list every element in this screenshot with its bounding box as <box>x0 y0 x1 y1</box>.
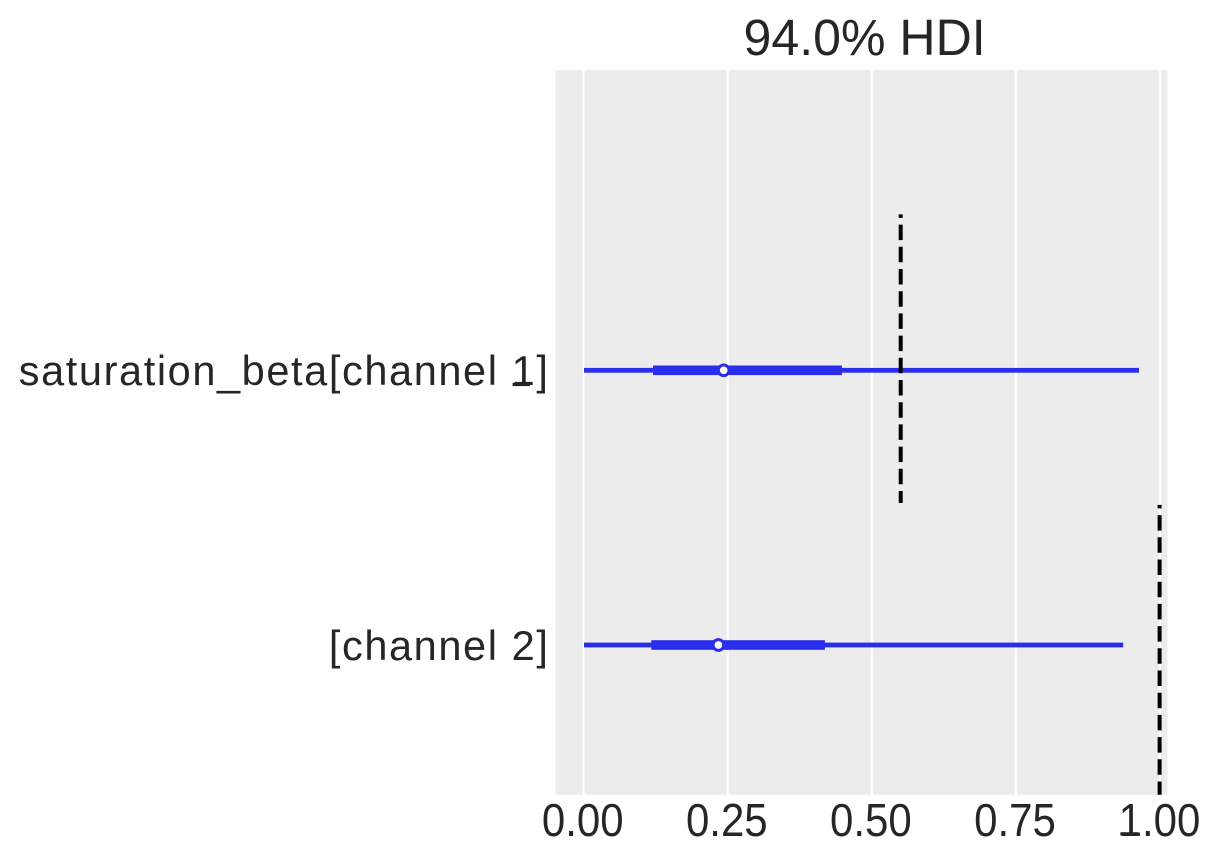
svg-text:saturation_beta[channel 1]: saturation_beta[channel 1] <box>19 347 550 394</box>
svg-text:94.0% HDI: 94.0% HDI <box>744 9 986 67</box>
svg-text:0.50: 0.50 <box>830 795 912 846</box>
svg-text:1.00: 1.00 <box>1119 795 1201 846</box>
svg-text:0.25: 0.25 <box>686 795 768 846</box>
svg-text:0.75: 0.75 <box>974 795 1056 846</box>
svg-text:0.00: 0.00 <box>542 795 624 846</box>
svg-text:[channel 2]: [channel 2] <box>329 622 550 669</box>
